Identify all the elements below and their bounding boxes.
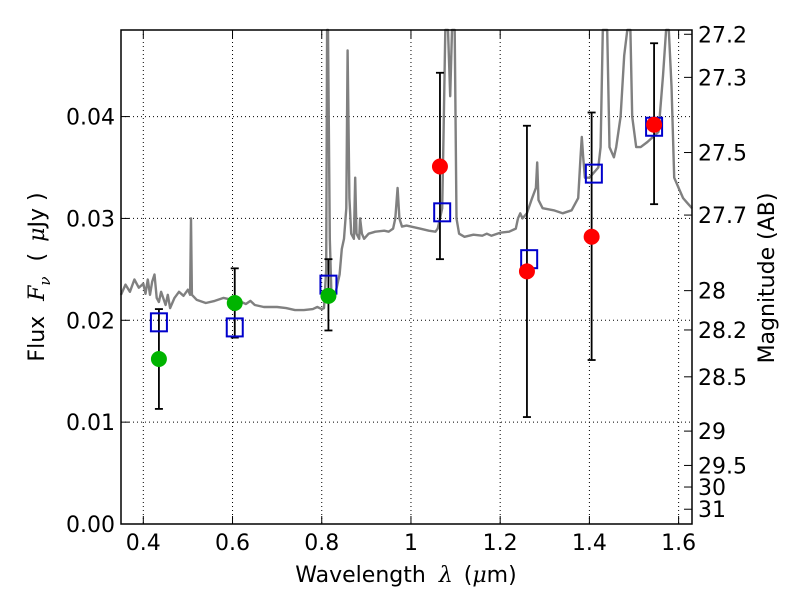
mag-tick-label: 27.2 bbox=[698, 23, 747, 48]
x-tick-label: 1.6 bbox=[661, 531, 696, 556]
observed-point-green bbox=[226, 294, 243, 311]
mag-tick-label: 27.7 bbox=[698, 204, 747, 229]
x-tick-label: 1.4 bbox=[572, 531, 607, 556]
observed-point-red bbox=[646, 116, 663, 133]
y-tick-label: 0.01 bbox=[66, 411, 115, 436]
observed-point-green bbox=[150, 350, 167, 367]
error-bars bbox=[154, 42, 659, 418]
x-tick-label: 0.6 bbox=[215, 531, 250, 556]
mag-tick-label: 29 bbox=[698, 420, 726, 445]
model-photometry-markers bbox=[149, 116, 664, 338]
mag-tick-label: 27.5 bbox=[698, 142, 747, 167]
observed-point-green bbox=[320, 287, 337, 304]
y-tick-label: 0.03 bbox=[66, 207, 115, 232]
mag-tick-label: 30 bbox=[698, 476, 726, 501]
observed-point-red bbox=[583, 228, 600, 245]
mag-tick-label: 27.3 bbox=[698, 66, 747, 91]
mag-tick-label: 31 bbox=[698, 498, 726, 523]
grid-lines bbox=[121, 30, 692, 524]
observed-point-red bbox=[518, 263, 535, 280]
model-spectrum bbox=[119, 28, 693, 312]
y-tick-label: 0.00 bbox=[66, 513, 115, 538]
mag-tick-label: 28.2 bbox=[698, 319, 747, 344]
x-tick-label: 1.2 bbox=[483, 531, 518, 556]
y-tick-label: 0.02 bbox=[66, 309, 115, 334]
mag-tick-label: 29.5 bbox=[698, 454, 747, 479]
observed-markers bbox=[150, 116, 663, 367]
model-photometry-square bbox=[433, 202, 452, 223]
x-tick-label: 0.8 bbox=[304, 531, 339, 556]
x-tick-label: 1 bbox=[404, 531, 418, 556]
axis-ticks: 0.4 0.6 0.8 1 1.2 1.4 1.6 0.00 0.01 0.02 0.03 0.04 2… bbox=[66, 23, 747, 556]
y-axis-label: Flux Fν ( μJy ) bbox=[25, 192, 56, 361]
y-tick-label: 0.04 bbox=[66, 106, 115, 131]
y2-axis-label: Magnitude (AB) bbox=[755, 193, 780, 364]
model-photometry-square bbox=[149, 312, 168, 333]
model-photometry-square bbox=[225, 317, 244, 338]
model-photometry-square bbox=[584, 163, 603, 184]
mag-tick-label: 28 bbox=[698, 280, 726, 305]
x-axis-label: Wavelength λ (μm) bbox=[295, 563, 516, 588]
plot-frame bbox=[120, 29, 693, 525]
x-tick-label: 0.4 bbox=[126, 531, 161, 556]
mag-tick-label: 28.5 bbox=[698, 366, 747, 391]
observed-point-red bbox=[431, 158, 448, 175]
model-spectrum-line bbox=[119, 28, 693, 312]
